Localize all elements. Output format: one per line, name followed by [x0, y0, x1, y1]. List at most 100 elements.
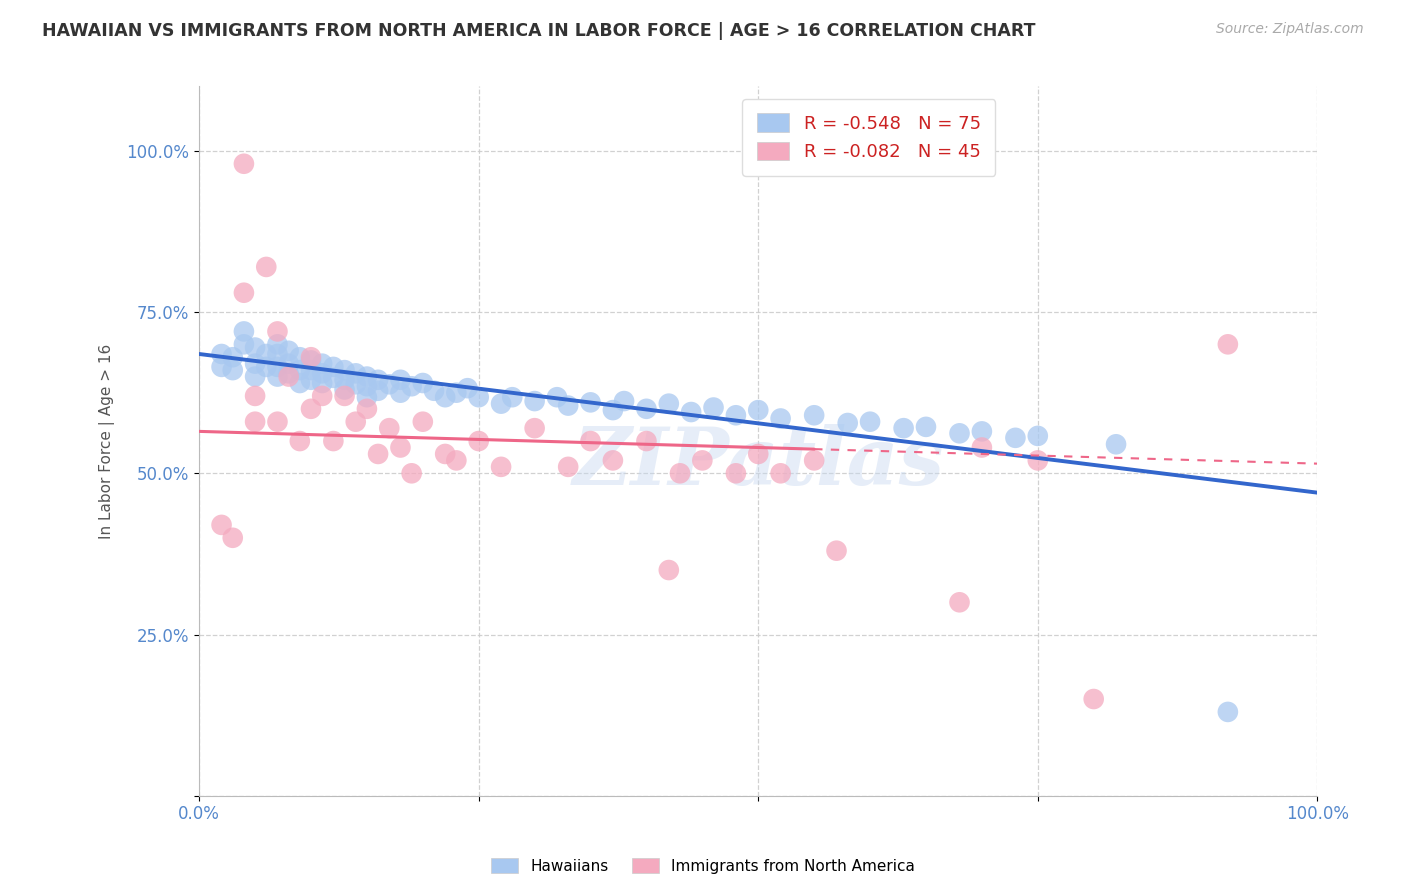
Point — [702, 401, 724, 415]
Point — [546, 390, 568, 404]
Point — [367, 447, 389, 461]
Text: ZIPatlas: ZIPatlas — [572, 424, 945, 501]
Point — [288, 376, 311, 390]
Point — [254, 347, 277, 361]
Point — [322, 359, 344, 374]
Point — [277, 369, 299, 384]
Point — [277, 367, 299, 381]
Point — [401, 467, 423, 481]
Point — [311, 357, 333, 371]
Point — [344, 377, 367, 392]
Point — [311, 389, 333, 403]
Point — [467, 390, 489, 404]
Point — [557, 399, 579, 413]
Point — [557, 459, 579, 474]
Point — [803, 453, 825, 467]
Point — [658, 563, 681, 577]
Point — [389, 385, 412, 400]
Point — [243, 341, 266, 355]
Point — [434, 447, 457, 461]
Point — [299, 350, 322, 364]
Point — [299, 353, 322, 368]
Point — [232, 325, 254, 339]
Point — [602, 403, 624, 417]
Point — [222, 350, 245, 364]
Point — [837, 416, 859, 430]
Point — [970, 441, 993, 455]
Point — [1105, 437, 1128, 451]
Point — [457, 381, 479, 395]
Point — [579, 434, 602, 448]
Point — [948, 426, 970, 441]
Point — [378, 421, 401, 435]
Point — [970, 425, 993, 439]
Point — [489, 397, 512, 411]
Point — [356, 369, 378, 384]
Point — [232, 157, 254, 171]
Point — [1004, 431, 1026, 445]
Point — [266, 325, 288, 339]
Point — [769, 467, 792, 481]
Point — [222, 531, 245, 545]
Point — [367, 373, 389, 387]
Point — [915, 420, 938, 434]
Point — [523, 394, 546, 409]
Point — [423, 384, 446, 398]
Point — [658, 397, 681, 411]
Point — [277, 343, 299, 358]
Point — [636, 434, 658, 448]
Point — [288, 350, 311, 364]
Point — [446, 385, 468, 400]
Point — [333, 363, 356, 377]
Text: Source: ZipAtlas.com: Source: ZipAtlas.com — [1216, 22, 1364, 37]
Point — [825, 543, 848, 558]
Point — [333, 383, 356, 397]
Point — [222, 363, 245, 377]
Point — [232, 337, 254, 351]
Point — [344, 415, 367, 429]
Point — [389, 441, 412, 455]
Point — [434, 390, 457, 404]
Point — [893, 421, 915, 435]
Point — [389, 373, 412, 387]
Point — [681, 405, 703, 419]
Point — [636, 401, 658, 416]
Point — [356, 401, 378, 416]
Point — [311, 376, 333, 390]
Point — [356, 390, 378, 404]
Point — [367, 384, 389, 398]
Point — [288, 434, 311, 448]
Point — [322, 434, 344, 448]
Point — [446, 453, 468, 467]
Point — [523, 421, 546, 435]
Point — [266, 359, 288, 374]
Point — [277, 357, 299, 371]
Point — [211, 517, 233, 532]
Point — [769, 411, 792, 425]
Point — [489, 459, 512, 474]
Point — [266, 415, 288, 429]
Point — [613, 394, 636, 409]
Point — [692, 453, 714, 467]
Text: HAWAIIAN VS IMMIGRANTS FROM NORTH AMERICA IN LABOR FORCE | AGE > 16 CORRELATION : HAWAIIAN VS IMMIGRANTS FROM NORTH AMERIC… — [42, 22, 1036, 40]
Point — [243, 357, 266, 371]
Point — [467, 434, 489, 448]
Point — [322, 371, 344, 385]
Point — [211, 347, 233, 361]
Point — [1026, 453, 1049, 467]
Point — [333, 373, 356, 387]
Point — [724, 467, 747, 481]
Point — [254, 260, 277, 274]
Point — [299, 373, 322, 387]
Point — [344, 367, 367, 381]
Point — [211, 359, 233, 374]
Point — [1216, 705, 1239, 719]
Point — [747, 403, 769, 417]
Point — [243, 369, 266, 384]
Point — [579, 395, 602, 409]
Point — [266, 347, 288, 361]
Point — [243, 415, 266, 429]
Point — [311, 367, 333, 381]
Point — [266, 369, 288, 384]
Point — [333, 389, 356, 403]
